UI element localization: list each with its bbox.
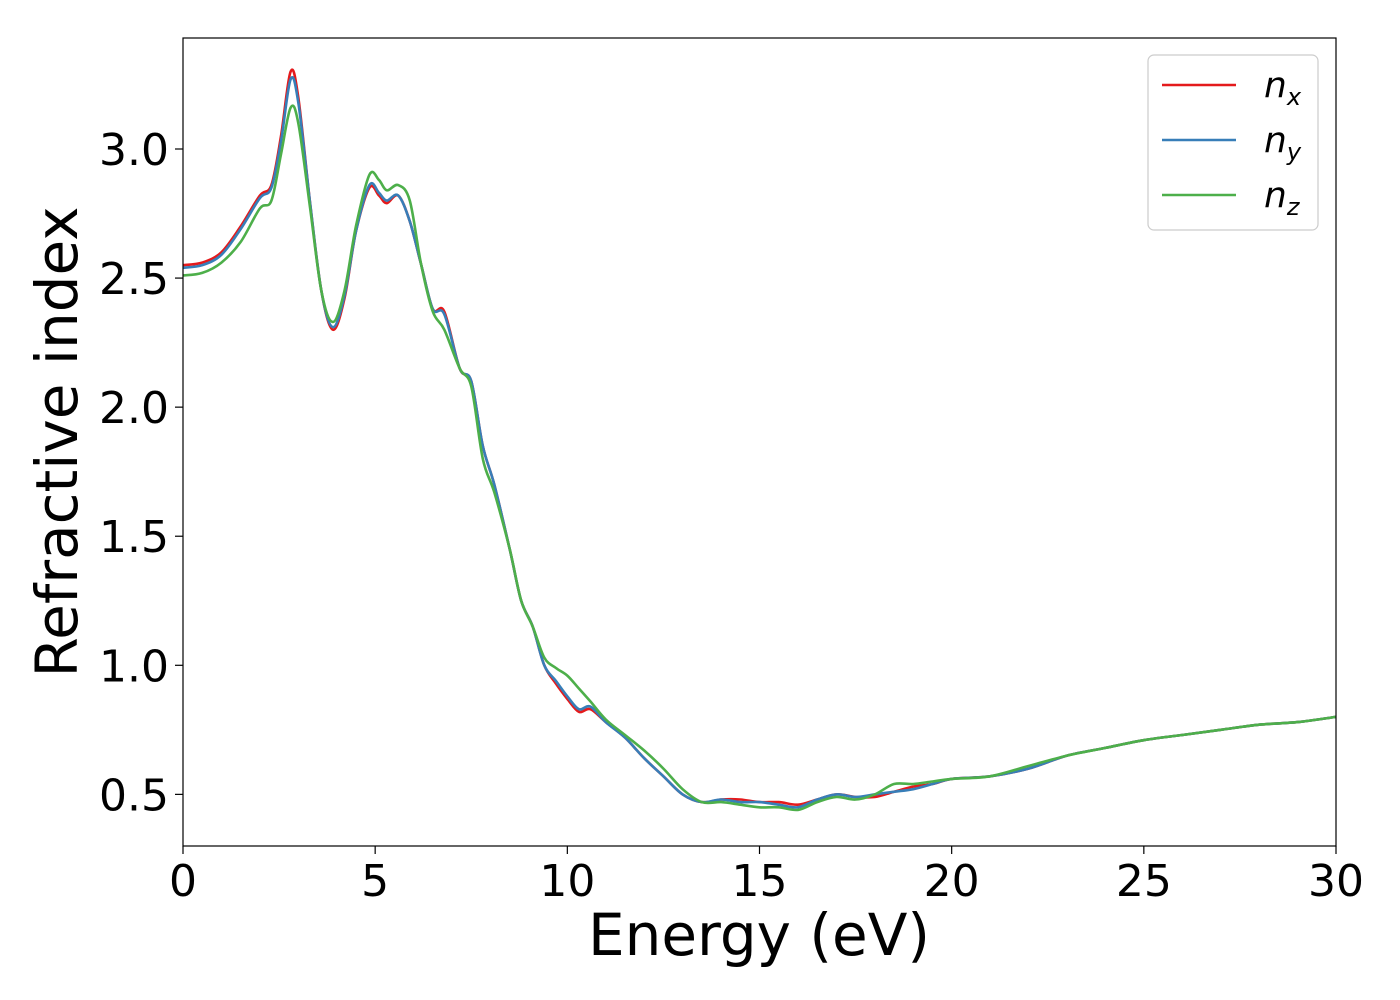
y-axis-title: Refractive index (23, 206, 91, 677)
legend-subscript: x (1286, 83, 1302, 111)
legend-subscript: z (1286, 193, 1301, 221)
x-axis-ticks: 0 5 10 15 20 25 30 (169, 846, 1364, 907)
series-layer (182, 68, 1337, 812)
legend-subscript: y (1286, 138, 1302, 166)
y-tick-label: 1.5 (99, 512, 169, 563)
x-tick-label: 30 (1308, 856, 1364, 907)
x-tick-label: 5 (361, 856, 389, 907)
x-tick-label: 20 (924, 856, 980, 907)
y-tick-label: 2.5 (99, 254, 169, 305)
y-tick-label: 1.0 (99, 641, 169, 692)
y-tick-label: 0.5 (99, 770, 169, 821)
x-tick-label: 0 (169, 856, 197, 907)
legend-box (1147, 54, 1319, 231)
x-axis-title: Energy (eV) (588, 901, 930, 969)
y-tick-label: 2.0 (99, 383, 169, 434)
x-tick-label: 25 (1116, 856, 1172, 907)
x-tick-label: 15 (732, 856, 788, 907)
y-axis-ticks: 0.5 1.0 1.5 2.0 2.5 3.0 (99, 125, 183, 821)
series-line-nz (182, 104, 1337, 812)
y-tick-label: 3.0 (99, 125, 169, 176)
x-tick-label: 10 (539, 856, 595, 907)
